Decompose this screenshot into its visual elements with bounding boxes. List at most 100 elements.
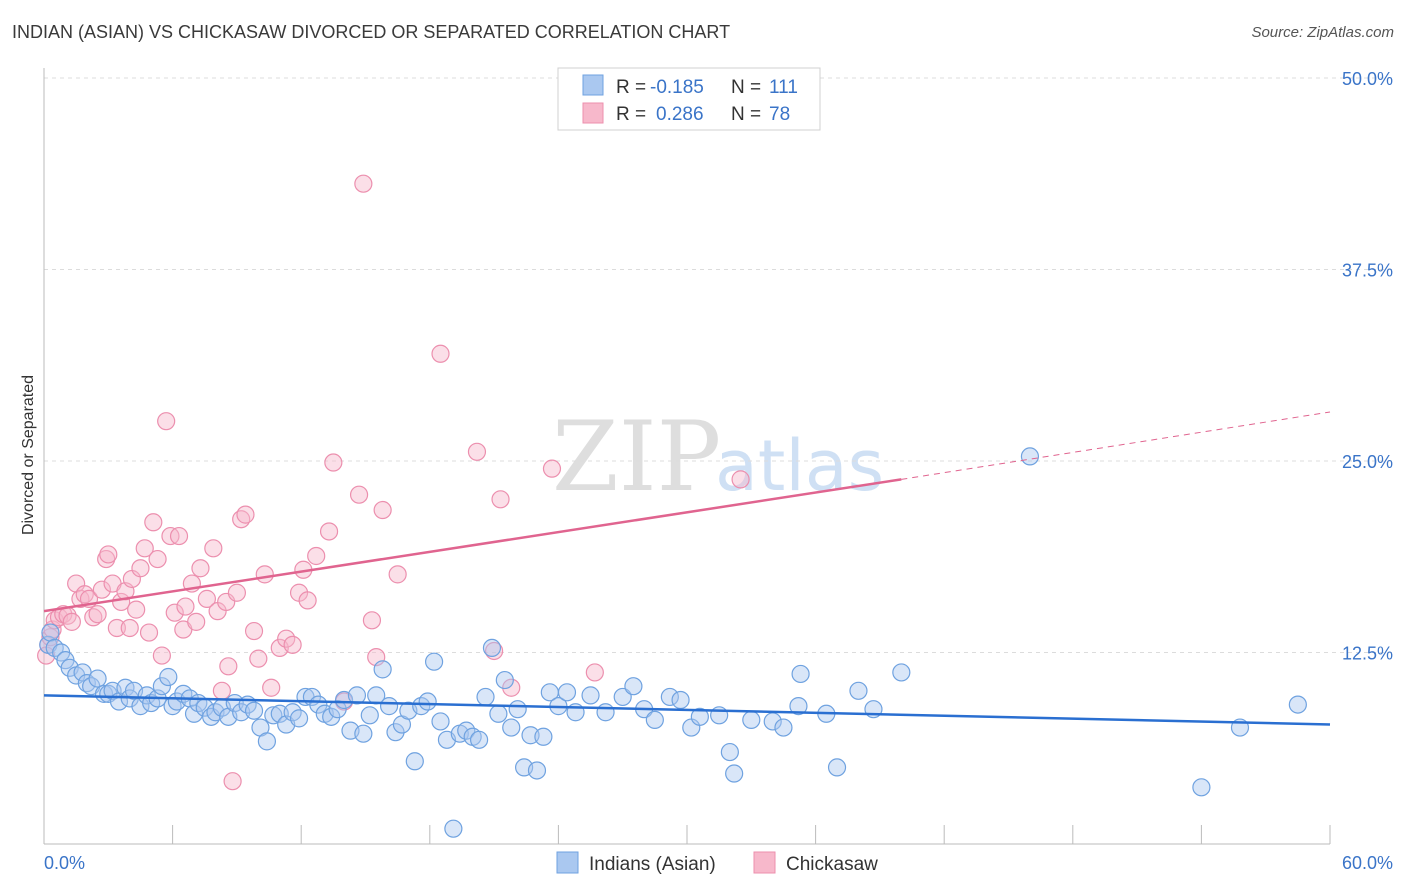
trend-line-chickasaw: [43, 478, 902, 613]
indians-point: [379, 697, 399, 716]
indians-point: [660, 687, 679, 707]
chickasaw-point: [165, 603, 184, 622]
chickasaw-point: [485, 641, 504, 661]
chickasaw-point: [467, 442, 487, 461]
indians-point: [789, 697, 808, 716]
legend-n-label: N =: [731, 77, 761, 98]
indians-point: [373, 660, 392, 679]
indians-point: [774, 718, 793, 737]
axes: 12.5% 25.0% 37.5% 50.0%: [43, 68, 1393, 845]
chickasaw-point: [62, 612, 81, 631]
indians-point: [184, 704, 204, 723]
chickasaw-point: [88, 605, 107, 624]
chickasaw-point: [223, 772, 242, 791]
indians-point: [557, 683, 577, 702]
chickasaw-point: [120, 618, 139, 638]
chickasaw-point: [152, 646, 171, 665]
series-chickasaw-points: [37, 174, 750, 791]
legend-n-value: 78: [769, 104, 790, 125]
indians-point: [360, 706, 379, 725]
indians-point: [534, 727, 553, 746]
x-tick-label-max: 60.0%: [1342, 853, 1393, 873]
chickasaw-point: [191, 559, 210, 578]
chickasaw-point: [135, 539, 154, 558]
indians-point: [892, 663, 911, 682]
chickasaw-point: [362, 611, 382, 630]
indians-point: [690, 707, 709, 726]
indians-point: [482, 638, 502, 658]
chickasaw-point: [148, 549, 167, 569]
chickasaw-point: [731, 470, 750, 489]
indians-point: [289, 709, 309, 728]
chickasaw-point: [131, 559, 150, 578]
gridlines: [44, 77, 1395, 653]
chickasaw-point: [298, 591, 317, 610]
trend-line-chickasaw-extension: [901, 411, 1331, 480]
legend-r-label: R =: [616, 77, 646, 98]
chickasaw-point: [144, 513, 163, 532]
indians-point: [424, 652, 444, 671]
indians-point: [1288, 695, 1307, 714]
indians-point: [264, 706, 283, 725]
chickasaw-point: [319, 522, 339, 541]
chickasaw-point: [187, 612, 206, 631]
legend-r-value: 0.286: [656, 104, 704, 125]
y-tick-label: 12.5%: [1342, 644, 1393, 664]
indians-point: [720, 742, 739, 762]
watermark-atlas: atlas: [715, 425, 884, 507]
indians-point: [1192, 778, 1211, 797]
indians-point: [354, 724, 373, 743]
indians-point: [418, 692, 437, 711]
legend-r-value: -0.185: [650, 77, 704, 98]
trend-line-indians: [43, 694, 1331, 726]
indians-point: [581, 686, 600, 705]
indians-point: [431, 712, 450, 731]
source-label: Source: ZipAtlas.com: [1251, 24, 1394, 41]
legend-top: R = -0.185 N = 111 R = 0.286 N = 78: [557, 67, 821, 131]
legend-bottom: Indians (Asian) Chickasaw: [556, 851, 878, 875]
indians-point: [412, 697, 431, 716]
chickasaw-point: [227, 583, 246, 602]
indians-point: [328, 700, 347, 719]
indians-point: [791, 664, 810, 684]
indians-point: [827, 758, 847, 777]
chickasaw-point: [585, 663, 604, 682]
chart-title: INDIAN (ASIAN) VS CHICKASAW DIVORCED OR …: [12, 22, 731, 42]
indians-point: [527, 761, 547, 780]
indians-point: [405, 752, 424, 771]
indians-point: [671, 690, 690, 710]
indians-point: [469, 730, 489, 749]
indians-point: [88, 669, 107, 688]
legend-label-indians: Indians (Asian): [589, 854, 716, 875]
y-tick-label: 50.0%: [1342, 69, 1393, 89]
legend-n-value: 111: [769, 77, 798, 98]
chickasaw-point: [236, 505, 255, 524]
indians-point: [508, 700, 527, 719]
chickasaw-point: [107, 618, 126, 638]
y-tick-label: 37.5%: [1342, 261, 1393, 281]
chickasaw-point: [354, 174, 373, 193]
indians-point: [444, 819, 463, 838]
watermark-zip: ZIP: [552, 401, 721, 513]
chickasaw-point: [197, 589, 216, 608]
indians-point: [159, 667, 178, 687]
chickasaw-point: [244, 621, 264, 641]
indians-point: [152, 677, 171, 696]
chickasaw-point: [169, 526, 189, 546]
legend-swatch-chickasaw: [582, 102, 604, 124]
chickasaw-point: [99, 545, 118, 564]
indians-point: [725, 764, 744, 783]
chickasaw-point: [249, 649, 268, 668]
chickasaw-point: [255, 565, 274, 584]
chickasaw-point: [388, 565, 407, 584]
indians-point: [624, 677, 643, 696]
chickasaw-point: [307, 546, 326, 566]
chickasaw-point: [127, 600, 146, 619]
indians-point: [742, 710, 761, 730]
y-tick-label: 25.0%: [1342, 452, 1393, 472]
legend-r-label: R =: [616, 104, 646, 125]
indians-point: [244, 701, 264, 720]
indians-point: [476, 687, 495, 707]
indians-point: [849, 681, 868, 700]
